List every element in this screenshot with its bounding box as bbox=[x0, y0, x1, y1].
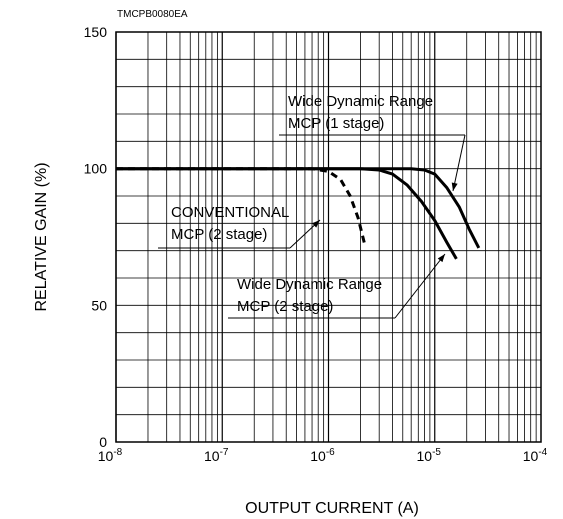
y-tick-label: 150 bbox=[84, 24, 108, 40]
x-axis-title: OUTPUT CURRENT (A) bbox=[245, 500, 419, 517]
x-tick-label: 10-7 bbox=[204, 447, 229, 464]
wide-dynamic-1-stage-label-line2: MCP (1 stage) bbox=[288, 115, 384, 132]
x-tick-label: 10-4 bbox=[523, 447, 548, 464]
conventional-2-stage-label-line2: MCP (2 stage) bbox=[171, 226, 267, 243]
wide-dynamic-1-stage-label-line1: Wide Dynamic Range bbox=[288, 93, 433, 110]
grid bbox=[115, 31, 542, 443]
figure-code: TMCPB0080EA bbox=[117, 9, 188, 20]
y-axis-title: RELATIVE GAIN (%) bbox=[33, 162, 50, 311]
x-tick-label: 10-6 bbox=[310, 447, 335, 464]
y-tick-label: 100 bbox=[84, 161, 108, 177]
leader-line bbox=[394, 253, 446, 319]
wide-dynamic-2-stage-label-line2: MCP (2 stage) bbox=[237, 298, 333, 315]
wide-dynamic-1-stage-curve bbox=[116, 167, 481, 249]
wide-dynamic-2-stage-label-line1: Wide Dynamic Range bbox=[237, 276, 382, 293]
leader-arrowhead bbox=[312, 220, 320, 228]
series-group bbox=[116, 167, 481, 260]
x-tick-label: 10-5 bbox=[417, 447, 442, 464]
leader-arrowhead bbox=[437, 254, 445, 263]
leader-arrowhead bbox=[451, 182, 458, 191]
plot-frame bbox=[115, 31, 542, 443]
leader-line bbox=[452, 134, 466, 192]
y-tick-label: 50 bbox=[91, 297, 107, 313]
annotations: CONVENTIONAL MCP (2 stage) Wide Dynamic Ra… bbox=[158, 93, 466, 319]
conventional-2-stage-label-line1: CONVENTIONAL bbox=[171, 204, 289, 221]
y-tick-label: 0 bbox=[99, 434, 107, 450]
